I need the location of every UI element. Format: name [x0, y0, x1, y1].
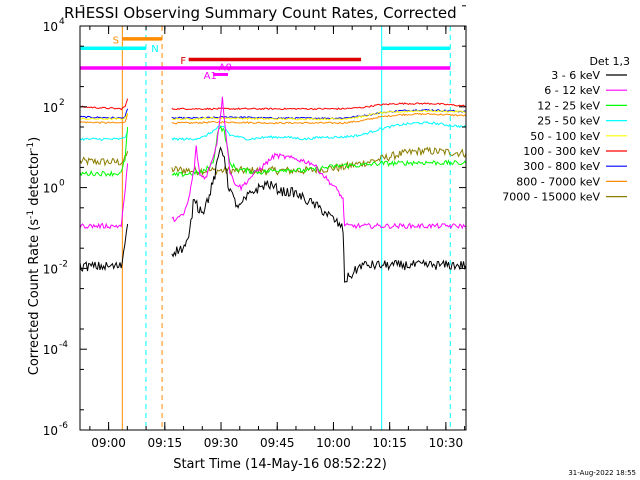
- plot-frame: [79, 25, 467, 431]
- y-axis-label-part3: ): [27, 137, 42, 142]
- y-tick-exp-2: -2: [59, 259, 68, 269]
- y-tick-exp-3: 0: [59, 179, 65, 189]
- y-tick-exp-1: -4: [59, 340, 68, 350]
- y-axis-label-part2: detector: [27, 150, 42, 210]
- y-axis-label-sup1: -1: [26, 210, 36, 219]
- y-tick-label-0: 10: [43, 424, 58, 438]
- legend-label-2: 12 - 25 keV: [537, 99, 600, 112]
- y-tick-label-1: 10: [43, 343, 58, 357]
- y-tick-exp-0: -6: [59, 421, 68, 431]
- legend-label-8: 7000 - 15000 keV: [502, 191, 600, 204]
- y-tick-label-4: 10: [43, 101, 58, 115]
- x-tick-label-0: 09:00: [91, 436, 126, 450]
- flag-label-4: A1: [204, 71, 217, 82]
- flag-label-1: N: [151, 44, 158, 55]
- flag-label-3: A0: [219, 62, 232, 73]
- series-line-0: [79, 146, 467, 283]
- series-line-5: [79, 98, 467, 111]
- y-axis-label-part1: Corrected Count Rate (s: [27, 219, 42, 376]
- legend-label-4: 50 - 100 keV: [530, 130, 600, 143]
- y-tick-label-3: 10: [43, 182, 58, 196]
- y-axis-label: Corrected Count Rate (s-1 detector-1): [26, 137, 42, 375]
- y-tick-exp-5: 4: [59, 17, 65, 27]
- y-tick-label-5: 10: [43, 20, 58, 34]
- series-line-3: [79, 121, 467, 142]
- x-axis-label: Start Time (14-May-16 08:52:22): [173, 457, 387, 472]
- x-tick-label-5: 10:15: [372, 436, 407, 450]
- legend-title: Det 1,3: [589, 55, 630, 68]
- series-line-7: [79, 112, 467, 125]
- x-tick-label-6: 10:30: [429, 436, 464, 450]
- flag-label-0: S: [113, 35, 119, 46]
- series-line-1: [79, 96, 467, 230]
- x-tick-label-2: 09:30: [204, 436, 239, 450]
- legend-label-0: 3 - 6 keV: [551, 69, 600, 82]
- flag-label-2: F: [180, 56, 186, 67]
- legend-label-1: 6 - 12 keV: [544, 84, 600, 97]
- chart-title: RHESSI Observing Summary Count Rates, Co…: [64, 4, 457, 22]
- legend-label-7: 800 - 7000 keV: [516, 175, 600, 188]
- x-tick-label-3: 09:45: [260, 436, 295, 450]
- series-line-6: [79, 108, 467, 120]
- y-axis-label-sup2: -1: [26, 142, 36, 151]
- legend-label-5: 100 - 300 keV: [523, 145, 600, 158]
- legend-label-3: 25 - 50 keV: [537, 115, 600, 128]
- footer-date: 31-Aug-2022 18:55: [568, 469, 636, 477]
- y-tick-exp-4: 2: [59, 98, 65, 108]
- legend-label-6: 300 - 800 keV: [523, 160, 600, 173]
- x-tick-label-4: 10:00: [316, 436, 351, 450]
- x-tick-label-1: 09:15: [148, 436, 183, 450]
- y-tick-label-2: 10: [43, 262, 58, 276]
